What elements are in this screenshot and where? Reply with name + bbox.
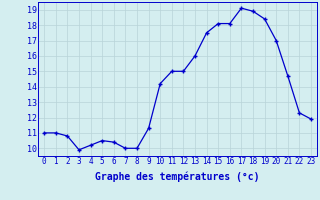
X-axis label: Graphe des températures (°c): Graphe des températures (°c) — [95, 172, 260, 182]
